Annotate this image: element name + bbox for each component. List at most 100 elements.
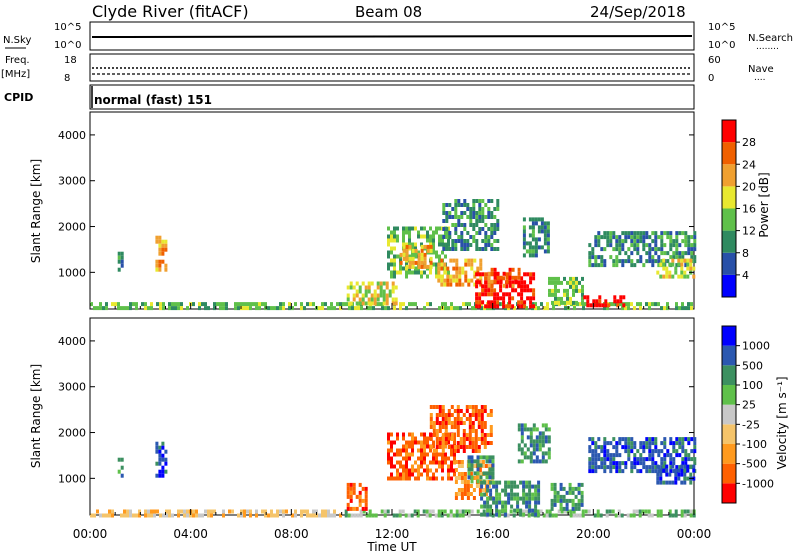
data-cell bbox=[396, 461, 399, 465]
data-cell bbox=[604, 299, 607, 303]
data-cell bbox=[447, 306, 450, 310]
data-cell bbox=[399, 267, 402, 271]
data-cell bbox=[532, 272, 535, 276]
data-cell bbox=[282, 302, 285, 306]
data-cell bbox=[536, 435, 539, 439]
data-cell bbox=[478, 292, 481, 296]
data-cell bbox=[484, 235, 487, 239]
data-cell bbox=[306, 514, 309, 518]
data-cell bbox=[408, 433, 411, 437]
data-cell bbox=[627, 457, 630, 461]
data-cell bbox=[519, 513, 522, 517]
data-cell bbox=[530, 427, 533, 431]
data-cell bbox=[480, 463, 483, 467]
data-cell bbox=[545, 459, 548, 463]
data-cell bbox=[424, 261, 427, 265]
data-cell bbox=[429, 477, 432, 481]
data-cell bbox=[531, 485, 534, 489]
data-cell bbox=[480, 455, 483, 459]
data-cell bbox=[594, 469, 597, 473]
data-cell bbox=[639, 510, 642, 514]
data-cell bbox=[540, 510, 543, 514]
data-cell bbox=[121, 256, 124, 260]
data-cell bbox=[327, 514, 330, 518]
data-cell bbox=[481, 272, 484, 276]
data-cell bbox=[351, 514, 354, 518]
data-cell bbox=[544, 241, 547, 245]
data-cell bbox=[484, 288, 487, 292]
data-cell bbox=[450, 469, 453, 473]
data-cell bbox=[548, 435, 551, 439]
data-cell bbox=[468, 302, 471, 306]
data-cell bbox=[414, 437, 417, 441]
data-cell bbox=[445, 211, 448, 215]
data-cell bbox=[609, 457, 612, 461]
data-cell bbox=[639, 441, 642, 445]
data-cell bbox=[123, 510, 126, 514]
data-cell bbox=[464, 476, 467, 480]
data-cell bbox=[475, 292, 478, 296]
data-cell bbox=[467, 279, 470, 283]
data-cell bbox=[681, 251, 684, 255]
data-cell bbox=[417, 473, 420, 477]
data-cell bbox=[615, 235, 618, 239]
data-cell bbox=[454, 425, 457, 429]
data-cell bbox=[622, 295, 625, 299]
data-cell bbox=[651, 457, 654, 461]
data-cell bbox=[400, 253, 403, 257]
data-cell bbox=[491, 280, 494, 284]
data-cell bbox=[468, 463, 471, 467]
data-cell bbox=[426, 437, 429, 441]
data-cell bbox=[155, 450, 158, 454]
data-cell bbox=[420, 441, 423, 445]
data-cell bbox=[588, 465, 591, 469]
data-cell bbox=[575, 289, 578, 293]
data-cell bbox=[393, 453, 396, 457]
data-cell bbox=[423, 461, 426, 465]
data-cell bbox=[669, 231, 672, 235]
data-cell bbox=[399, 465, 402, 469]
data-cell bbox=[591, 255, 594, 259]
data-cell bbox=[487, 243, 490, 247]
data-cell bbox=[615, 239, 618, 243]
data-cell bbox=[669, 243, 672, 247]
data-cell bbox=[681, 457, 684, 461]
data-cell bbox=[261, 510, 264, 514]
data-cell bbox=[511, 288, 514, 292]
data-cell bbox=[427, 265, 430, 269]
data-cell bbox=[576, 514, 579, 518]
data-cell bbox=[680, 271, 683, 275]
data-cell bbox=[681, 449, 684, 453]
colorbar-tick-label: 1000 bbox=[742, 340, 770, 353]
data-cell bbox=[261, 302, 264, 306]
data-cell bbox=[402, 267, 405, 271]
data-cell bbox=[350, 507, 353, 511]
data-cell bbox=[469, 421, 472, 425]
data-cell bbox=[645, 441, 648, 445]
data-cell bbox=[693, 231, 696, 235]
data-cell bbox=[380, 282, 383, 286]
data-cell bbox=[164, 240, 167, 244]
data-cell bbox=[423, 306, 426, 310]
data-cell bbox=[471, 475, 474, 479]
data-cell bbox=[437, 271, 440, 275]
data-cell bbox=[636, 243, 639, 247]
data-cell bbox=[204, 302, 207, 306]
data-cell bbox=[377, 298, 380, 302]
data-cell bbox=[392, 298, 395, 302]
data-cell bbox=[475, 219, 478, 223]
data-cell bbox=[312, 302, 315, 306]
data-cell bbox=[177, 302, 180, 306]
data-cell bbox=[324, 510, 327, 514]
data-cell bbox=[460, 409, 463, 413]
data-cell bbox=[687, 441, 690, 445]
data-cell bbox=[606, 514, 609, 518]
data-cell bbox=[484, 441, 487, 445]
data-cell bbox=[435, 514, 438, 518]
data-cell bbox=[381, 306, 384, 310]
data-cell bbox=[476, 484, 479, 488]
data-cell bbox=[683, 275, 686, 279]
data-cell bbox=[493, 304, 496, 308]
data-cell bbox=[645, 259, 648, 263]
data-cell bbox=[423, 227, 426, 231]
